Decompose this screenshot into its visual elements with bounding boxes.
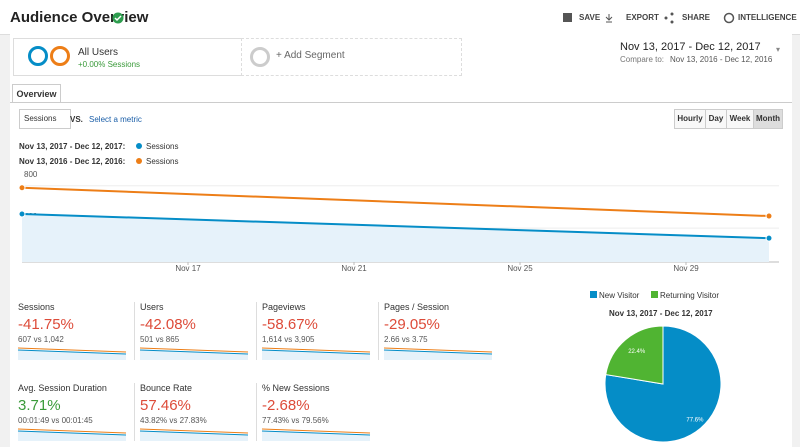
metric-change: -2.68%: [262, 397, 310, 414]
save-button[interactable]: SAVE: [579, 13, 601, 22]
hourly-button[interactable]: Hourly: [674, 109, 706, 129]
verified-icon: [112, 12, 124, 24]
pie-legend-entry: Returning Visitor: [660, 291, 719, 300]
metric-compare: 43.82% vs 27.83%: [140, 416, 207, 425]
week-button[interactable]: Week: [726, 109, 754, 129]
metric-card[interactable]: Pageviews -58.67% 1,614 vs 3,905: [262, 302, 374, 344]
metric-label: Pageviews: [262, 302, 306, 312]
segment-name: All Users: [78, 47, 119, 58]
tab-rule: [10, 102, 792, 103]
legend-period: Nov 13, 2017 - Dec 12, 2017:: [19, 142, 126, 151]
card-divider: [134, 302, 135, 360]
metric-card[interactable]: Avg. Session Duration 3.71% 00:01:49 vs 00…: [18, 383, 130, 425]
legend-entry: Sessions: [146, 142, 179, 151]
legend-period: Nov 13, 2016 - Dec 12, 2016:: [19, 157, 126, 166]
metric-compare: 2.66 vs 3.75: [384, 335, 428, 344]
date-dropdown[interactable]: ▾: [776, 45, 781, 54]
metric-card[interactable]: Bounce Rate 57.46% 43.82% vs 27.83%: [140, 383, 252, 425]
metric-change: -41.75%: [18, 316, 74, 333]
pie-title: Nov 13, 2017 - Dec 12, 2017: [609, 309, 713, 318]
segment-icon: [28, 46, 70, 66]
page-title: Audience Overview: [10, 9, 149, 26]
metric-change: 3.71%: [18, 397, 61, 414]
metric-change: -29.05%: [384, 316, 440, 333]
metric-card[interactable]: Users -42.08% 501 vs 865: [140, 302, 252, 344]
metric-label: Bounce Rate: [140, 383, 193, 393]
metric-change: 57.46%: [140, 397, 191, 414]
day-button[interactable]: Day: [705, 109, 727, 129]
metric-label: % New Sessions: [262, 383, 330, 393]
pie-legend-entry: New Visitor: [599, 291, 640, 300]
add-segment-icon: [250, 47, 270, 67]
metric-compare: 1,614 vs 3,905: [262, 335, 315, 344]
overview-tab[interactable]: Overview: [12, 84, 61, 103]
metric-label: Avg. Session Duration: [18, 383, 107, 393]
share-button[interactable]: SHARE: [682, 13, 711, 22]
card-divider: [256, 302, 257, 360]
vs-label: VS.: [70, 115, 83, 124]
metric-label: Pages / Session: [384, 302, 450, 312]
card-divider: [378, 302, 379, 360]
metric-compare: 00:01:49 vs 00:01:45: [18, 416, 93, 425]
action-icons: [563, 12, 735, 24]
compare-range: Nov 13, 2016 - Dec 12, 2016: [670, 55, 773, 64]
segment-detail: +0.00% Sessions: [78, 60, 141, 69]
month-button[interactable]: Month: [753, 109, 783, 129]
metric-label: Sessions: [18, 302, 55, 312]
add-segment[interactable]: [241, 38, 462, 76]
legend-entry: Sessions: [146, 157, 179, 166]
export-button[interactable]: EXPORT: [626, 13, 659, 22]
intelligence-button[interactable]: INTELLIGENCE: [738, 13, 797, 22]
date-range[interactable]: Nov 13, 2017 - Dec 12, 2017: [620, 41, 761, 53]
metric-change: -58.67%: [262, 316, 318, 333]
add-segment-label: + Add Segment: [276, 50, 345, 61]
metric-compare: 607 vs 1,042: [18, 335, 64, 344]
metric-label: Users: [140, 302, 164, 312]
metric-card[interactable]: % New Sessions -2.68% 77.43% vs 79.56%: [262, 383, 374, 425]
metric-change: -42.08%: [140, 316, 196, 333]
select-metric[interactable]: Select a metric: [89, 115, 142, 124]
metric-compare: 77.43% vs 79.56%: [262, 416, 329, 425]
segment-all-users[interactable]: [13, 38, 263, 76]
metric-card[interactable]: Pages / Session -29.05% 2.66 vs 3.75: [384, 302, 496, 344]
card-divider: [256, 383, 257, 441]
metric-card[interactable]: Sessions -41.75% 607 vs 1,042: [18, 302, 130, 344]
compare-label: Compare to:: [620, 55, 665, 64]
metric-select[interactable]: Sessions: [19, 109, 71, 129]
metric-compare: 501 vs 865: [140, 335, 180, 344]
card-divider: [134, 383, 135, 441]
